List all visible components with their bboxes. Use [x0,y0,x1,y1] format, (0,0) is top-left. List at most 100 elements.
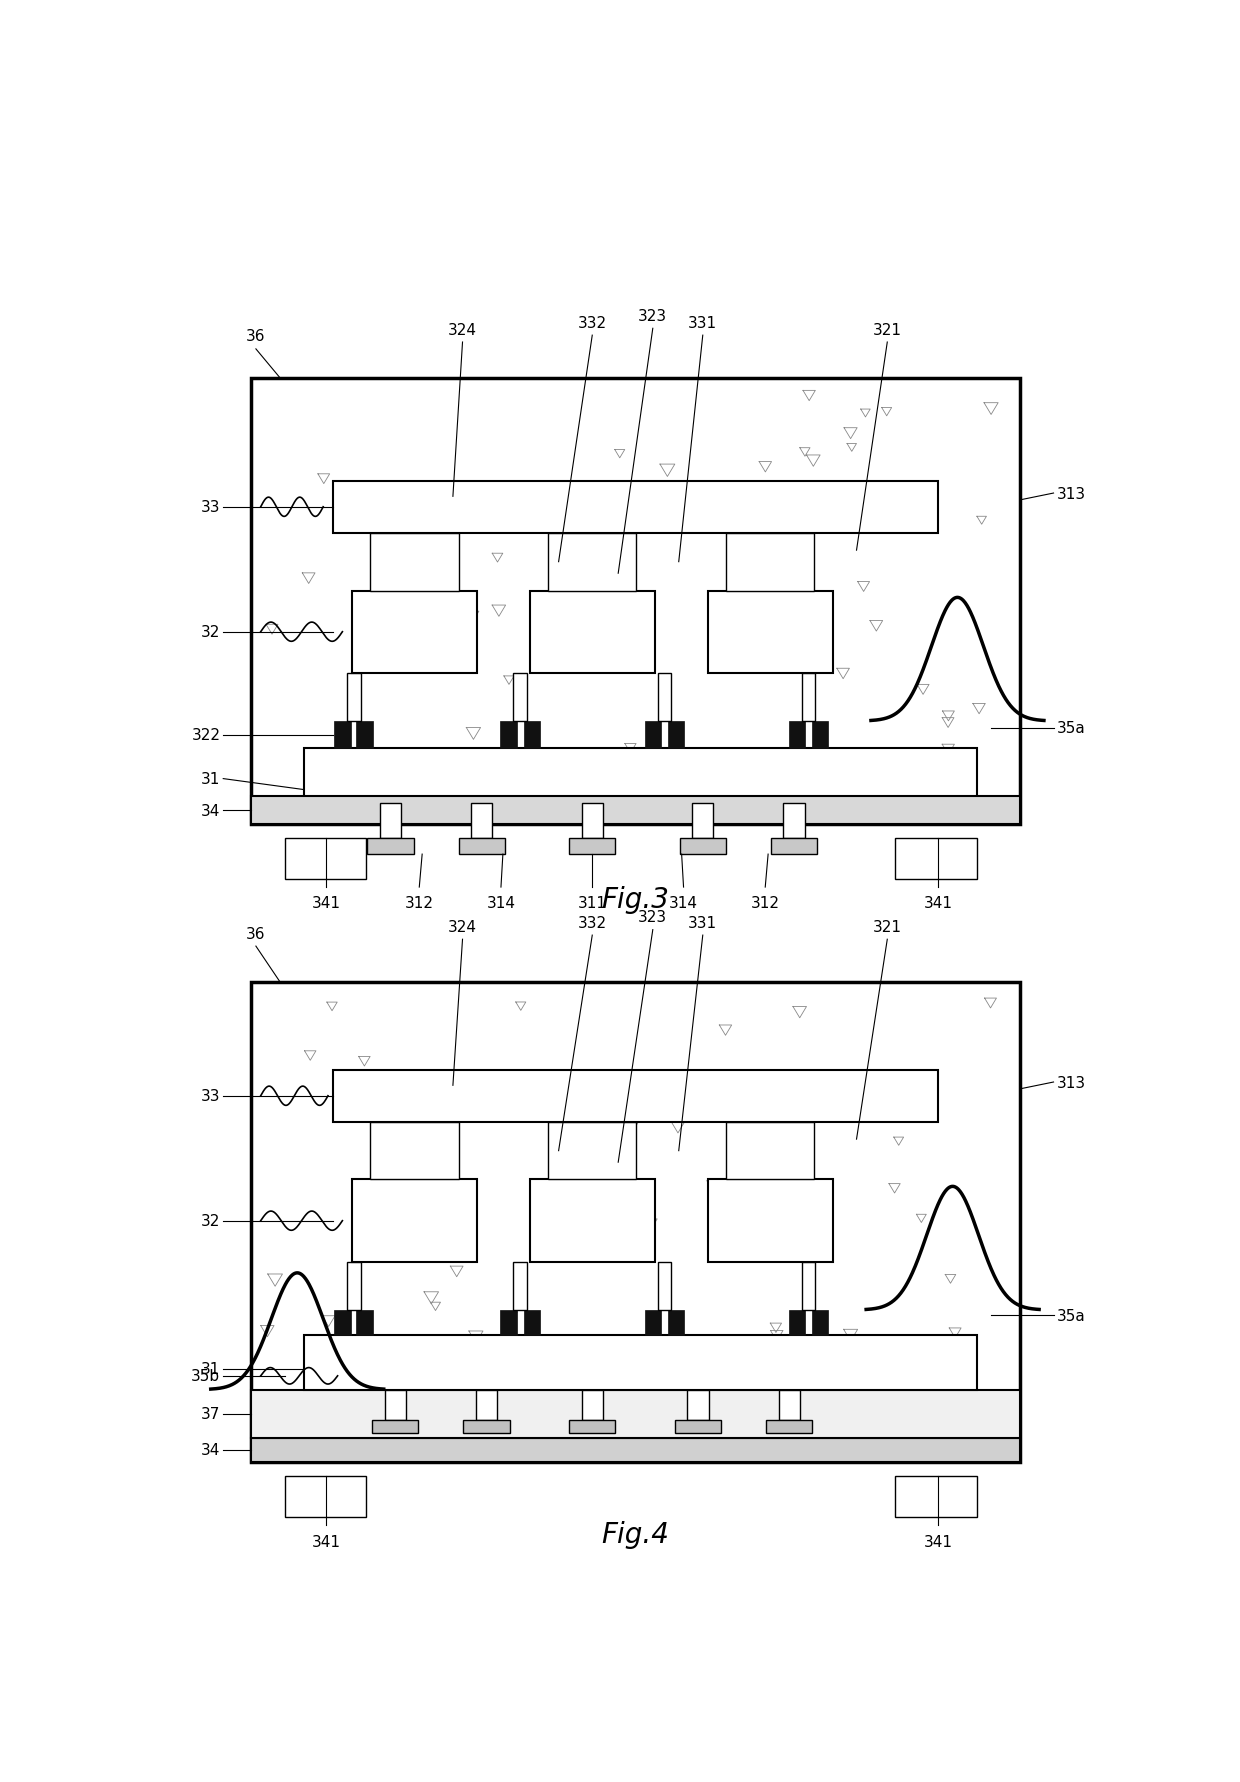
FancyBboxPatch shape [645,722,661,748]
FancyBboxPatch shape [895,1475,977,1518]
FancyBboxPatch shape [335,1310,351,1335]
Text: 314: 314 [670,896,698,911]
FancyBboxPatch shape [784,804,805,838]
Text: 324: 324 [448,323,477,337]
FancyBboxPatch shape [304,1335,977,1390]
Text: 33: 33 [201,501,221,515]
FancyBboxPatch shape [766,1420,812,1435]
FancyBboxPatch shape [789,722,805,748]
FancyBboxPatch shape [569,838,615,855]
FancyBboxPatch shape [692,804,713,838]
FancyBboxPatch shape [367,838,413,855]
FancyBboxPatch shape [708,1180,832,1262]
Text: 311: 311 [578,896,606,911]
FancyBboxPatch shape [523,1310,539,1335]
FancyBboxPatch shape [464,1420,510,1435]
Text: 341: 341 [924,896,952,911]
Text: Fig.3: Fig.3 [601,886,670,914]
FancyBboxPatch shape [582,1390,603,1420]
FancyBboxPatch shape [667,1310,684,1335]
Text: 323: 323 [639,308,667,324]
Text: 36: 36 [247,927,265,941]
FancyBboxPatch shape [250,1390,1019,1438]
FancyBboxPatch shape [789,1310,805,1335]
FancyBboxPatch shape [812,722,828,748]
Text: 341: 341 [311,896,341,911]
FancyBboxPatch shape [513,1262,527,1310]
FancyBboxPatch shape [332,1069,939,1123]
FancyBboxPatch shape [548,533,636,592]
FancyBboxPatch shape [802,674,815,722]
Text: 36: 36 [247,330,265,344]
Text: 331: 331 [688,916,717,930]
FancyBboxPatch shape [371,1123,459,1180]
FancyBboxPatch shape [548,1123,636,1180]
Text: 324: 324 [448,920,477,934]
Text: 35b: 35b [191,1369,221,1383]
Text: 34: 34 [201,1443,221,1458]
FancyBboxPatch shape [501,722,517,748]
FancyBboxPatch shape [725,1123,815,1180]
Text: 35a: 35a [1056,1308,1085,1324]
Text: 321: 321 [873,323,901,337]
Text: 321: 321 [873,920,901,934]
FancyBboxPatch shape [250,1438,1019,1463]
FancyBboxPatch shape [523,722,539,748]
FancyBboxPatch shape [285,838,367,879]
Text: 32: 32 [201,625,221,640]
FancyBboxPatch shape [725,533,815,592]
FancyBboxPatch shape [779,1390,800,1420]
FancyBboxPatch shape [513,674,527,722]
Text: 341: 341 [311,1534,341,1549]
FancyBboxPatch shape [285,1475,367,1518]
Text: 313: 313 [1056,1075,1085,1091]
Text: 332: 332 [578,916,606,930]
Text: 33: 33 [201,1089,221,1103]
FancyBboxPatch shape [347,1262,361,1310]
FancyBboxPatch shape [352,1180,477,1262]
Text: 37: 37 [201,1406,221,1422]
Text: Fig.4: Fig.4 [601,1520,670,1549]
FancyBboxPatch shape [802,1262,815,1310]
FancyBboxPatch shape [675,1420,720,1435]
Text: 331: 331 [688,315,717,330]
FancyBboxPatch shape [356,1310,373,1335]
FancyBboxPatch shape [645,1310,661,1335]
Text: 312: 312 [750,896,780,911]
FancyBboxPatch shape [657,1262,671,1310]
Text: 332: 332 [578,315,606,330]
FancyBboxPatch shape [250,797,1019,825]
Text: 314: 314 [486,896,516,911]
Text: 323: 323 [639,909,667,925]
Text: 35a: 35a [1056,722,1085,736]
FancyBboxPatch shape [667,722,684,748]
FancyBboxPatch shape [529,1180,655,1262]
FancyBboxPatch shape [379,804,401,838]
FancyBboxPatch shape [304,748,977,804]
Text: 341: 341 [924,1534,952,1549]
FancyBboxPatch shape [529,592,655,674]
FancyBboxPatch shape [356,722,373,748]
FancyBboxPatch shape [250,378,1019,825]
FancyBboxPatch shape [347,674,361,722]
FancyBboxPatch shape [384,1390,405,1420]
FancyBboxPatch shape [372,1420,418,1435]
FancyBboxPatch shape [771,838,817,855]
Text: 32: 32 [201,1214,221,1228]
Text: 34: 34 [201,804,221,818]
FancyBboxPatch shape [476,1390,497,1420]
FancyBboxPatch shape [501,1310,517,1335]
FancyBboxPatch shape [895,838,977,879]
FancyBboxPatch shape [352,592,477,674]
FancyBboxPatch shape [332,481,939,533]
FancyBboxPatch shape [335,722,351,748]
FancyBboxPatch shape [582,804,603,838]
FancyBboxPatch shape [680,838,725,855]
Text: 312: 312 [404,896,434,911]
Text: 313: 313 [1056,486,1085,501]
FancyBboxPatch shape [250,982,1019,1463]
FancyBboxPatch shape [708,592,832,674]
FancyBboxPatch shape [687,1390,708,1420]
Text: 31: 31 [201,772,221,786]
Text: 31: 31 [201,1361,221,1377]
